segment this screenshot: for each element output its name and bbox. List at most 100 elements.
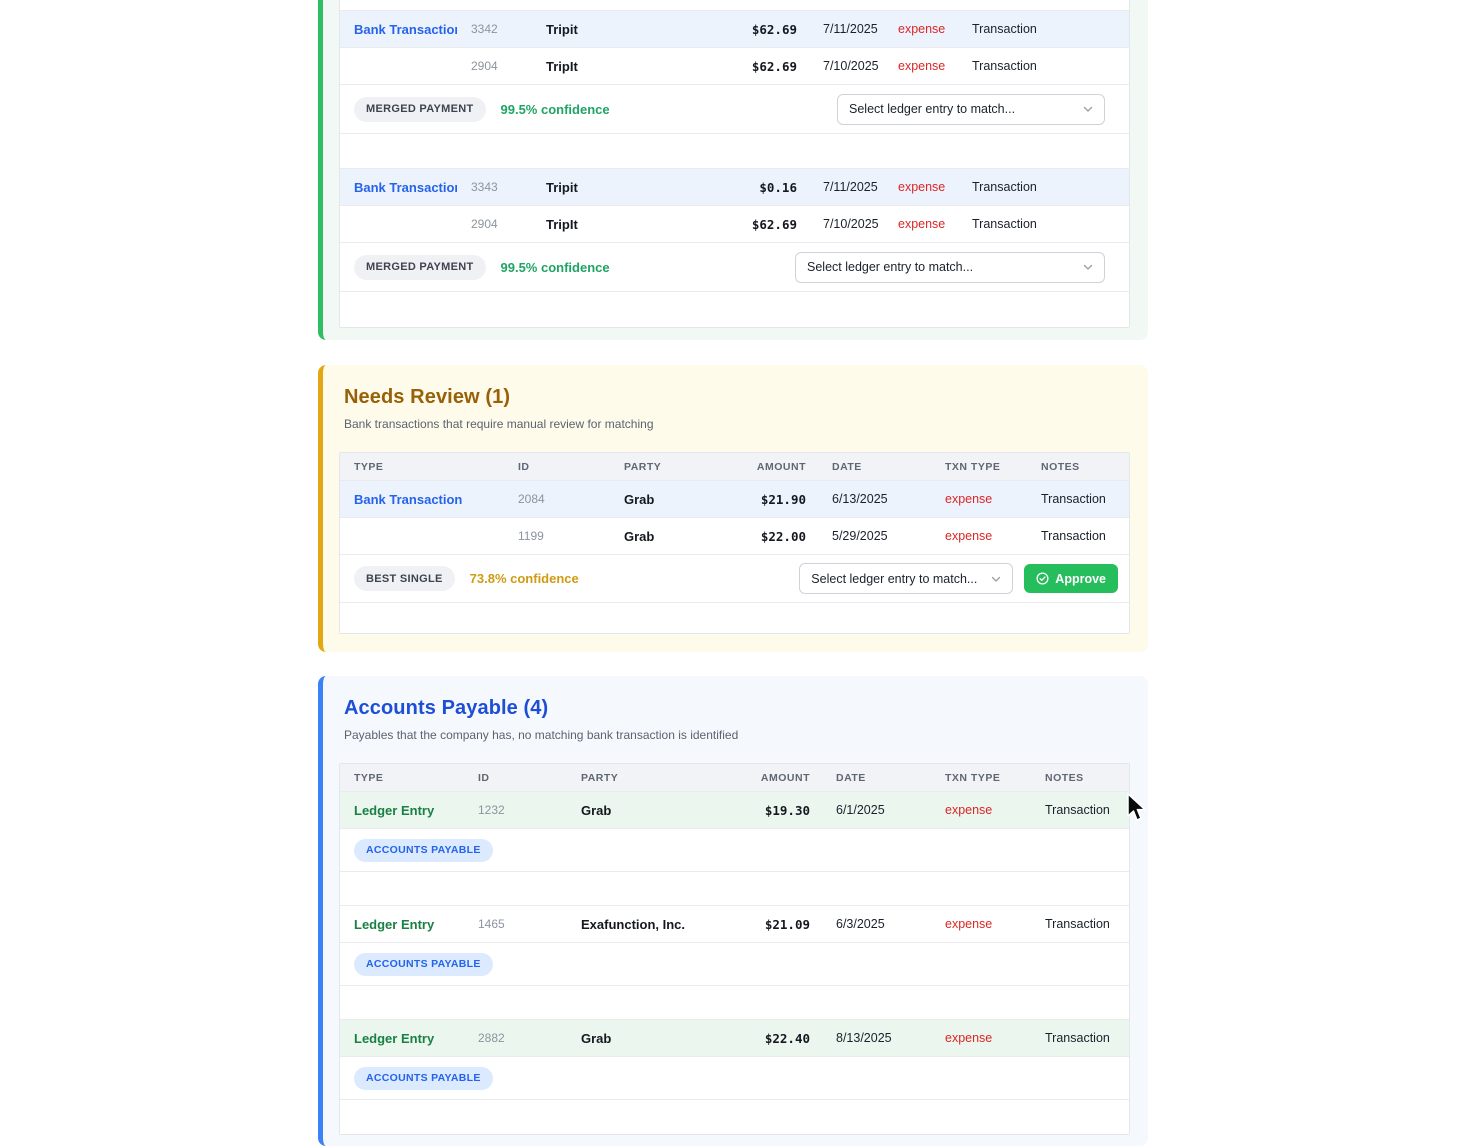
cell-txn-type: expense [898,22,946,36]
table-row[interactable]: Ledger Entry 2882 Grab $22.40 8/13/2025 … [340,1020,1129,1057]
match-row: MERGED PAYMENT 99.5% confidence Select l… [340,243,1129,292]
table-row[interactable]: 2904 TripIt $62.69 7/10/2025 expense Tra… [340,48,1129,85]
accounts-payable-badge: ACCOUNTS PAYABLE [354,952,493,976]
cell-amount: $22.00 [760,528,806,544]
accounts-payable-badge: ACCOUNTS PAYABLE [354,838,493,862]
spacer-row [340,0,1129,11]
ledger-match-select[interactable]: Select ledger entry to match... [837,93,1105,125]
confidence-label: 73.8% confidence [469,571,579,586]
spacer-row [340,134,1129,169]
cell-notes: Transaction [1045,803,1110,817]
cell-notes: Transaction [972,180,1037,194]
select-placeholder: Select ledger entry to match... [811,571,978,586]
approve-label: Approve [1055,571,1106,586]
confidence-label: 99.5% confidence [500,259,610,275]
cell-txn-type: expense [898,217,946,231]
cell-id: 2882 [478,1031,505,1045]
cell-amount: $22.40 [764,1030,810,1046]
cell-amount: $21.09 [764,916,810,932]
category-badge-row: ACCOUNTS PAYABLE [340,943,1129,986]
table-row[interactable]: Ledger Entry 1465 Exafunction, Inc. $21.… [340,906,1129,943]
match-type-badge: MERGED PAYMENT [354,254,486,280]
merged-payments-section: Bank Transaction 3342 Tripit $62.69 7/11… [318,0,1148,340]
cell-amount: $0.16 [759,179,797,195]
accounts-payable-table: TYPE ID PARTY AMOUNT DATE TXN TYPE NOTES… [339,763,1130,1135]
table-row[interactable]: Ledger Entry 1232 Grab $19.30 6/1/2025 e… [340,792,1129,829]
table-row[interactable]: Bank Transaction 3342 Tripit $62.69 7/11… [340,11,1129,48]
cell-txn-type: expense [945,529,993,543]
accounts-payable-section: Accounts Payable (4) Payables that the c… [318,676,1148,1146]
cell-type: Ledger Entry [354,916,435,932]
cell-type: Bank Transaction [354,491,463,507]
table-row[interactable]: Bank Transaction 2084 Grab $21.90 6/13/2… [340,481,1129,518]
match-row: MERGED PAYMENT 99.5% confidence Select l… [340,85,1129,134]
cell-date: 7/10/2025 [823,59,879,73]
cell-id: 1199 [518,529,544,543]
needs-review-section: Needs Review (1) Bank transactions that … [318,365,1148,652]
header-notes: NOTES [1041,460,1080,473]
header-notes: NOTES [1045,771,1084,784]
table-row[interactable]: Bank Transaction 3343 Tripit $0.16 7/11/… [340,169,1129,206]
table-row[interactable]: 2904 TripIt $62.69 7/10/2025 expense Tra… [340,206,1129,243]
header-txn-type: TXN TYPE [945,771,1001,784]
cell-notes: Transaction [1045,917,1110,931]
header-date: DATE [836,771,866,784]
cell-id: 1465 [478,917,505,931]
check-circle-icon [1036,572,1049,585]
header-amount: AMOUNT [756,460,806,473]
cell-notes: Transaction [972,22,1037,36]
cell-id: 3343 [471,180,498,194]
chevron-down-icon [1083,264,1093,270]
ledger-match-select[interactable]: Select ledger entry to match... [799,563,1014,594]
cell-date: 6/13/2025 [832,492,888,506]
section-subtitle: Payables that the company has, no matchi… [344,728,739,742]
chevron-down-icon [992,576,1001,582]
cell-amount: $19.30 [764,802,810,818]
table-header-row: TYPE ID PARTY AMOUNT DATE TXN TYPE NOTES [340,453,1129,481]
select-placeholder: Select ledger entry to match... [807,260,974,274]
cell-date: 6/1/2025 [836,803,885,817]
cell-party: TripIt [546,58,578,74]
cell-party: Grab [581,802,612,818]
category-badge-row: ACCOUNTS PAYABLE [340,1057,1129,1100]
cell-type: Bank Transaction [354,179,457,195]
accounts-payable-badge: ACCOUNTS PAYABLE [354,1066,493,1090]
match-row: BEST SINGLE 73.8% confidence Select ledg… [340,555,1129,603]
chevron-down-icon [1083,106,1093,112]
cell-txn-type: expense [945,803,993,817]
header-party: PARTY [581,771,619,784]
cell-date: 5/29/2025 [832,529,888,543]
cell-txn-type: expense [945,917,993,931]
header-date: DATE [832,460,862,473]
category-badge-row: ACCOUNTS PAYABLE [340,829,1129,872]
spacer-row [340,986,1129,1020]
cell-amount: $62.69 [751,21,797,37]
cell-party: Grab [581,1030,612,1046]
cell-party: Tripit [546,21,578,37]
cell-id: 2904 [471,59,498,73]
cell-type: Ledger Entry [354,802,435,818]
header-type: TYPE [354,771,384,784]
header-amount: AMOUNT [760,771,810,784]
cell-notes: Transaction [1045,1031,1110,1045]
cell-id: 2904 [471,217,498,231]
match-type-badge: BEST SINGLE [354,566,455,591]
section-subtitle: Bank transactions that require manual re… [344,417,654,431]
cell-party: Grab [624,528,655,544]
needs-review-table: TYPE ID PARTY AMOUNT DATE TXN TYPE NOTES… [339,452,1130,634]
cell-id: 2084 [518,492,545,506]
cell-txn-type: expense [945,1031,993,1045]
ledger-match-select[interactable]: Select ledger entry to match... [795,251,1105,283]
cell-id: 3342 [471,22,498,36]
cell-notes: Transaction [972,59,1037,73]
table-row[interactable]: 1199 Grab $22.00 5/29/2025 expense Trans… [340,518,1129,555]
cell-party: Tripit [546,179,578,195]
spacer-row [340,292,1129,327]
cell-amount: $62.69 [751,58,797,74]
cell-date: 8/13/2025 [836,1031,892,1045]
approve-button[interactable]: Approve [1024,564,1118,593]
cell-notes: Transaction [1041,492,1106,506]
spacer-row [340,872,1129,906]
cell-date: 7/11/2025 [823,22,878,36]
cell-date: 6/3/2025 [836,917,885,931]
